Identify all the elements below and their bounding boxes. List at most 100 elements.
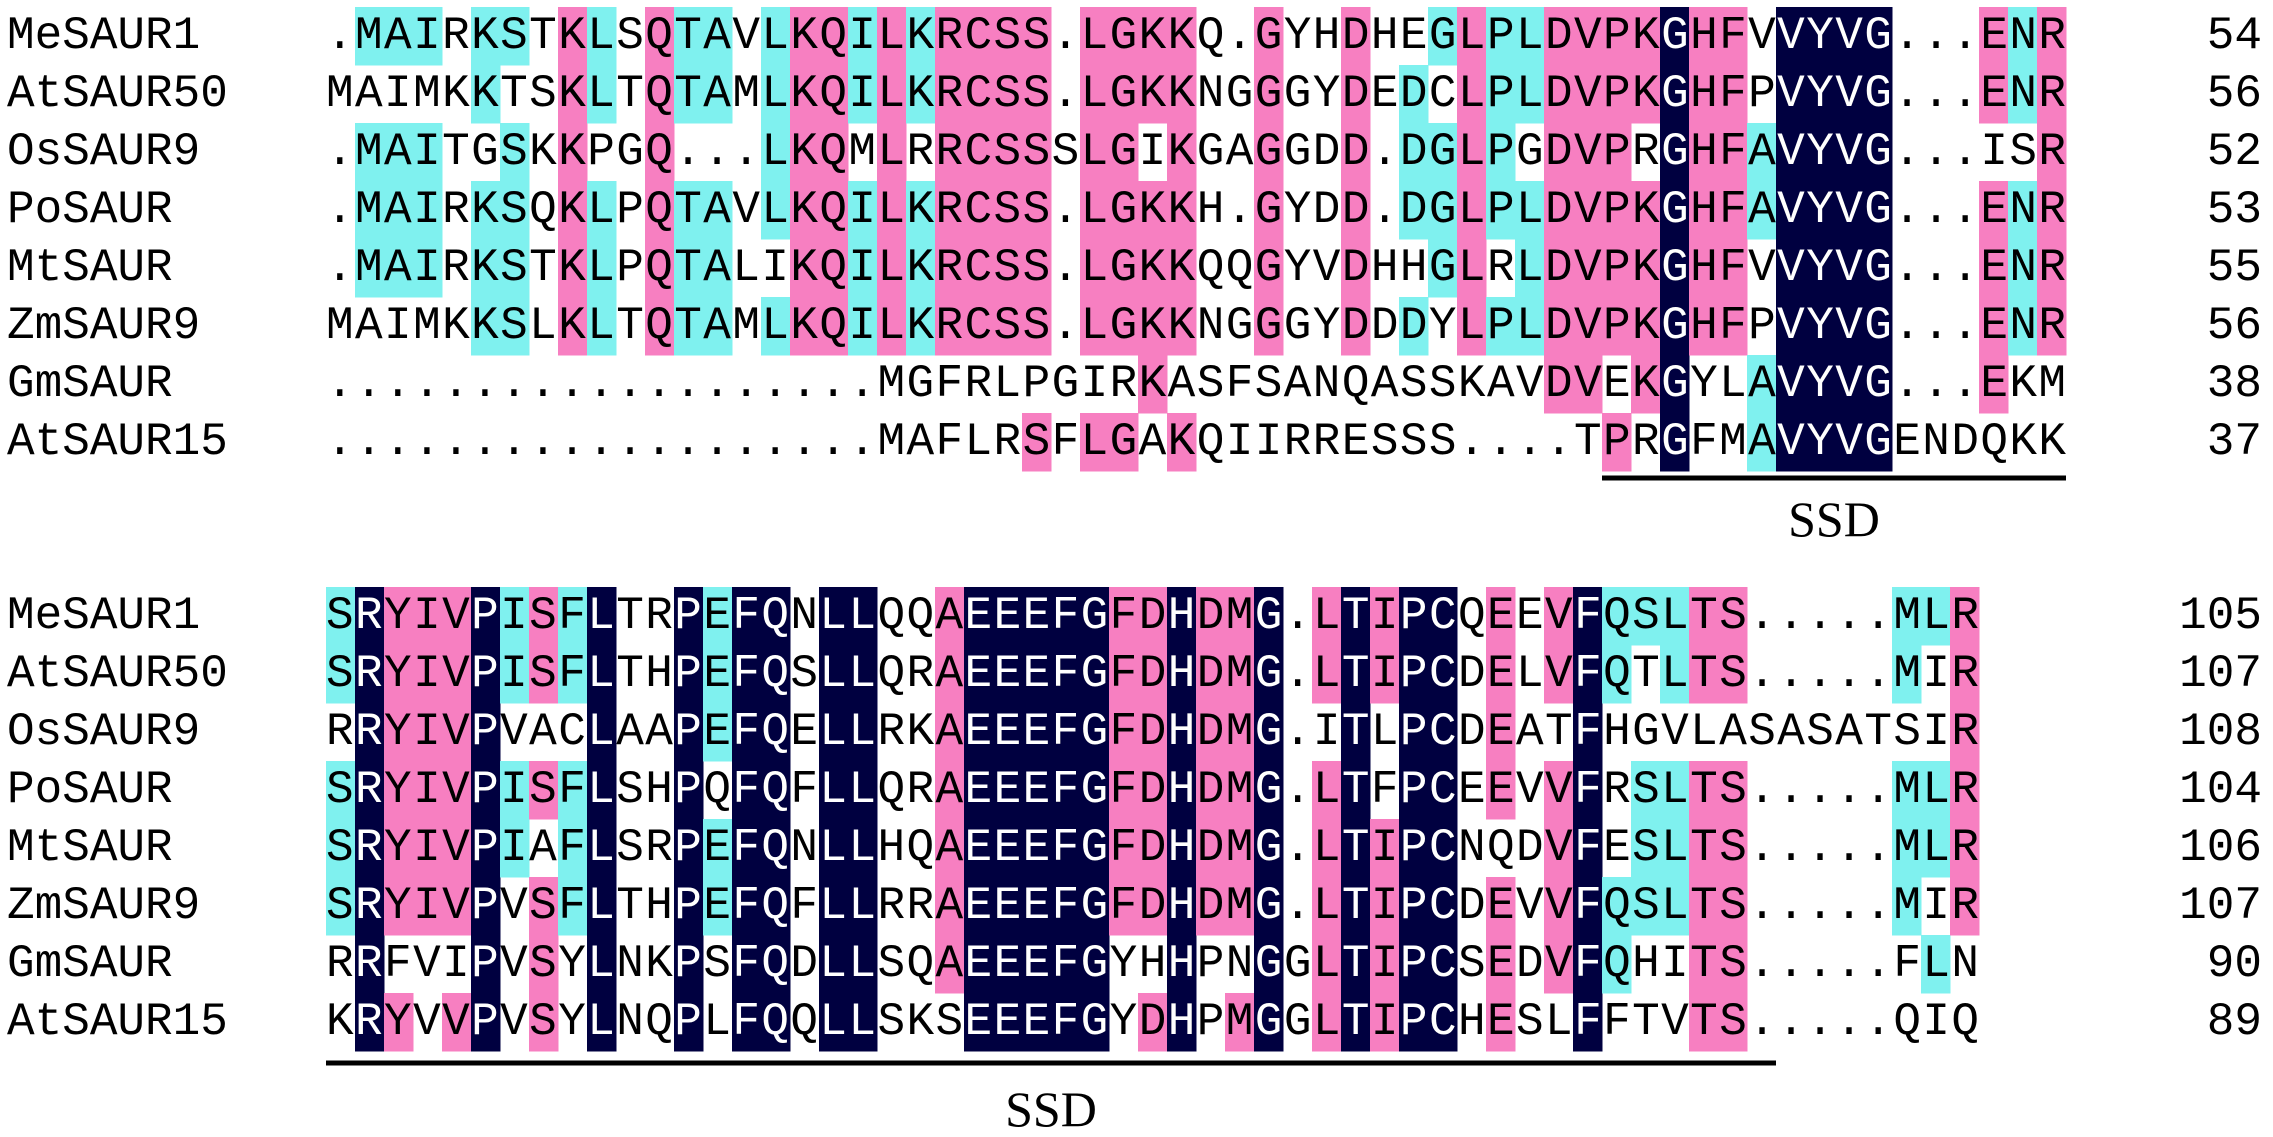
residue-shade [471,761,501,820]
residue-shade [1080,645,1110,704]
residue-shade [645,239,675,298]
residue-shade [819,297,849,356]
residue-shade [993,587,1023,646]
residue-shade [1660,65,1690,124]
residue-shade [1892,761,1922,820]
residue-shade [1718,645,1748,704]
residue-shade [413,703,443,762]
residue-shade [1660,355,1690,414]
residue-shade [790,65,820,124]
residue-shade [1399,703,1429,762]
residue-count: 104 [2179,764,2262,816]
residue-shade [1805,181,1835,240]
residue-shade [1892,819,1922,878]
residue-count: 54 [2207,10,2262,62]
residue-shade [964,819,994,878]
residue-shade [761,65,791,124]
residue-shade [1254,819,1284,878]
residue-shade [1167,703,1197,762]
residue-shade [500,239,530,298]
residue-shade [1254,181,1284,240]
residue-shade [1718,123,1748,182]
sequence-name: PoSAUR [7,764,173,816]
residue-shade [1631,297,1661,356]
residue-shade [819,645,849,704]
residue-shade [1544,123,1574,182]
residue-shade [819,993,849,1052]
residue-shade [1225,877,1255,936]
residue-shade [1080,761,1110,820]
residue-shade [1689,297,1719,356]
residue-shade [848,935,878,994]
residue-shade [732,703,762,762]
residue-shade [1341,239,1371,298]
residue-shade [1399,297,1429,356]
residue-shade [1660,123,1690,182]
residue-shade [558,239,588,298]
residue-shade [471,7,501,66]
residue-shade [732,761,762,820]
residue-shade [1544,587,1574,646]
residue-shade [1921,935,1951,994]
residue-shade [1689,123,1719,182]
residue-shade [471,703,501,762]
residue-shade [471,297,501,356]
residue-shade [587,645,617,704]
residue-shade [761,703,791,762]
residue-shade [645,65,675,124]
residue-shade [471,65,501,124]
residue-shade [877,181,907,240]
residue-shade [674,935,704,994]
residue-shade [1109,123,1139,182]
residue-shade [1457,297,1487,356]
residue-shade [964,703,994,762]
residue-shade [1544,761,1574,820]
residue-shade [587,703,617,762]
residue-shade [906,7,936,66]
residue-shade [355,761,385,820]
residue-shade [1051,761,1081,820]
residue-shade [1399,65,1429,124]
residue-shade [1022,761,1052,820]
residue-shade [1080,877,1110,936]
residue-shade [1979,239,2009,298]
residue-shade [587,935,617,994]
residue-shade [1399,993,1429,1052]
residue-shade [1544,819,1574,878]
residue-shade [587,761,617,820]
residue-shade [732,819,762,878]
residue-shade [645,297,675,356]
residue-shade [1428,123,1458,182]
residue-shade [1022,297,1052,356]
residue-shade [1138,297,1168,356]
residue-shade [1805,355,1835,414]
residue-shade [819,65,849,124]
residue-shade [471,645,501,704]
residue-shade [1660,587,1690,646]
residue-shade [703,65,733,124]
residue-shade [1718,993,1748,1052]
residue-shade [384,877,414,936]
residue-shade [500,761,530,820]
residue-shade [500,819,530,878]
residue-shade [2008,181,2038,240]
residue-shade [1689,7,1719,66]
domain-label: SSD [1005,1081,1097,1137]
residue-shade [1718,297,1748,356]
sequence: SRYIVPISFLSHPQFQFLLQRAEEEFGFDHDMG.LTFPCE… [326,764,1979,816]
residue-shade [1486,877,1516,936]
sequence: SRYIVPIAFLSRPEFQNLLHQAEEEFGFDHDMG.LTIPCN… [326,822,1979,874]
residue-shade [587,993,617,1052]
residue-count: 52 [2207,126,2262,178]
residue-shade [1660,819,1690,878]
residue-shade [1689,819,1719,878]
residue-shade [761,993,791,1052]
residue-shade [2037,181,2067,240]
residue-shade [1312,935,1342,994]
residue-shade [1341,65,1371,124]
sequence-name: ZmSAUR9 [7,880,200,932]
residue-shade [848,877,878,936]
residue-shade [587,7,617,66]
residue-shade [1544,645,1574,704]
